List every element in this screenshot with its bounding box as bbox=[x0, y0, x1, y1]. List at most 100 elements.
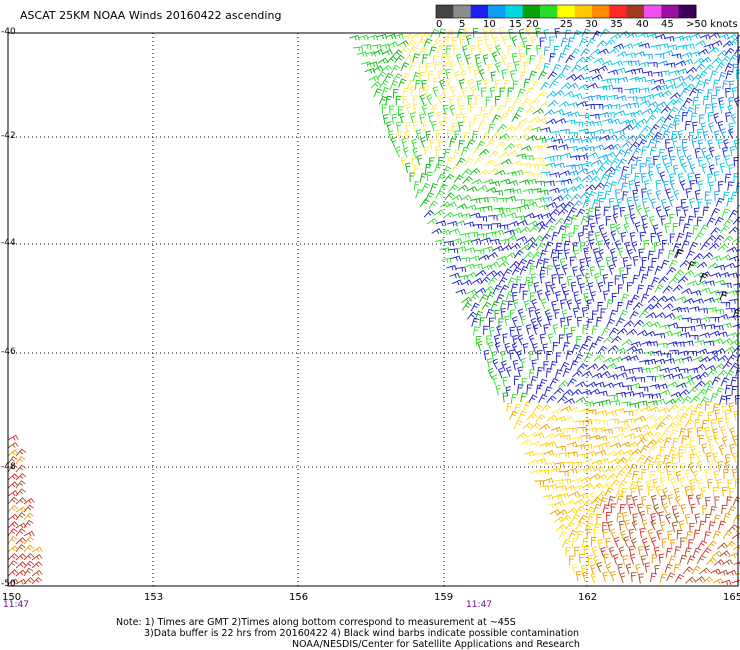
wind-barb bbox=[709, 70, 718, 80]
wind-barb bbox=[467, 62, 473, 74]
wind-barb bbox=[413, 180, 421, 191]
wind-barb bbox=[599, 197, 605, 208]
wind-barb bbox=[600, 308, 607, 318]
wind-barb bbox=[529, 98, 541, 106]
wind-barb bbox=[669, 477, 676, 489]
wind-barb bbox=[421, 104, 428, 116]
wind-barb bbox=[364, 67, 376, 74]
wind-barb bbox=[498, 260, 510, 268]
wind-barb bbox=[643, 455, 654, 465]
wind-barb bbox=[540, 81, 550, 91]
wind-barb bbox=[31, 561, 43, 569]
wind-barb bbox=[581, 389, 592, 396]
wind-barb bbox=[580, 434, 591, 441]
wind-barb bbox=[589, 68, 600, 74]
wind-barb bbox=[543, 323, 549, 335]
wind-barb bbox=[571, 93, 583, 99]
wind-barb bbox=[621, 488, 628, 498]
wind-barb bbox=[7, 504, 19, 513]
wind-barb bbox=[620, 463, 631, 472]
wind-barb bbox=[612, 212, 619, 224]
wind-barb bbox=[529, 265, 536, 275]
wind-barb bbox=[701, 443, 707, 454]
wind-barb bbox=[361, 44, 372, 50]
wind-barb bbox=[522, 422, 534, 430]
wind-barb bbox=[641, 405, 652, 412]
wind-barb bbox=[700, 56, 712, 64]
wind-barb bbox=[390, 64, 401, 74]
wind-barb bbox=[381, 64, 392, 73]
wind-barb bbox=[602, 529, 609, 539]
wind-barb bbox=[546, 201, 558, 208]
wind-barb bbox=[542, 343, 548, 354]
wind-barb bbox=[538, 204, 549, 211]
wind-barb bbox=[699, 396, 710, 406]
wind-barb bbox=[736, 332, 740, 336]
wind-barb bbox=[589, 222, 596, 233]
wind-barb bbox=[604, 166, 616, 174]
wind-barb bbox=[569, 111, 581, 117]
wind-barb bbox=[566, 441, 578, 448]
wind-barb bbox=[633, 195, 639, 207]
wind-barb bbox=[544, 290, 551, 302]
wind-barb bbox=[516, 325, 522, 337]
wind-barb bbox=[638, 573, 644, 584]
wind-barb bbox=[376, 33, 388, 40]
wind-barb bbox=[523, 401, 532, 411]
wind-barb bbox=[603, 553, 609, 564]
wind-barb bbox=[604, 238, 611, 250]
wind-barb bbox=[625, 300, 634, 310]
colorbar-swatch bbox=[557, 5, 576, 18]
wind-barb bbox=[478, 169, 490, 176]
wind-barb bbox=[493, 334, 500, 346]
wind-barb bbox=[546, 414, 558, 422]
wind-barb bbox=[661, 130, 671, 140]
wind-barb bbox=[15, 544, 26, 553]
wind-barb bbox=[632, 189, 638, 200]
wind-barb bbox=[619, 309, 629, 319]
wind-barb bbox=[488, 326, 495, 338]
wind-barb bbox=[579, 191, 591, 199]
wind-barb bbox=[586, 299, 593, 310]
wind-barb bbox=[586, 491, 597, 499]
wind-barb bbox=[624, 213, 630, 225]
wind-barb bbox=[722, 486, 728, 497]
wind-barb bbox=[645, 157, 652, 167]
wind-barb bbox=[543, 258, 550, 268]
wind-barb bbox=[404, 54, 415, 63]
wind-barb bbox=[708, 46, 720, 54]
wind-barb bbox=[605, 537, 611, 548]
wind-barb bbox=[506, 402, 513, 413]
wind-barb bbox=[659, 446, 666, 456]
wind-barb bbox=[675, 60, 687, 66]
wind-barb bbox=[378, 95, 388, 105]
wind-barb bbox=[616, 456, 628, 465]
wind-barb bbox=[452, 45, 459, 56]
wind-barb bbox=[603, 290, 609, 301]
wind-barb bbox=[434, 163, 443, 173]
wind-barb bbox=[531, 126, 542, 133]
wind-barb bbox=[508, 220, 519, 227]
wind-barb bbox=[579, 283, 585, 294]
wind-barb bbox=[681, 112, 689, 122]
wind-barb bbox=[471, 147, 481, 157]
wind-barb bbox=[712, 530, 722, 540]
wind-barb bbox=[732, 63, 739, 74]
wind-barb bbox=[549, 130, 560, 137]
wind-barb bbox=[653, 503, 659, 515]
wind-barb bbox=[656, 421, 666, 431]
wind-barb bbox=[500, 158, 512, 165]
wind-barb bbox=[720, 377, 730, 387]
wind-barb bbox=[585, 131, 595, 138]
wind-barb bbox=[397, 130, 403, 142]
wind-barb bbox=[578, 343, 588, 353]
wind-barb bbox=[704, 104, 712, 114]
wind-barb bbox=[724, 173, 732, 184]
wind-barb bbox=[470, 85, 477, 97]
wind-barb bbox=[697, 198, 703, 209]
swath-time-left: 11:47 bbox=[3, 600, 29, 610]
wind-barb bbox=[443, 36, 451, 46]
wind-barb bbox=[727, 289, 738, 296]
wind-barb bbox=[7, 521, 19, 529]
wind-barb bbox=[31, 569, 43, 577]
